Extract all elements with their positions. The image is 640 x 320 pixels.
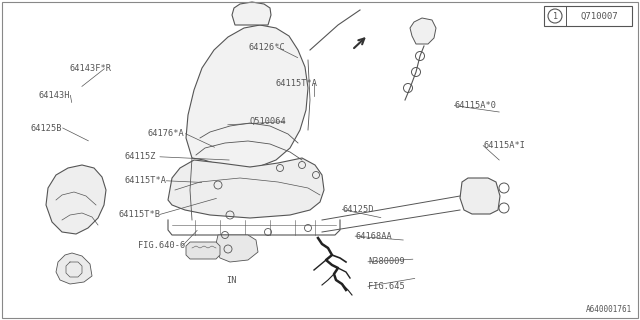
Text: 64168AA: 64168AA	[355, 232, 392, 241]
Text: Q510064: Q510064	[250, 117, 286, 126]
Text: 64115A*0: 64115A*0	[454, 101, 497, 110]
Text: 64143H: 64143H	[38, 91, 70, 100]
Text: 64176*A: 64176*A	[147, 129, 184, 138]
Polygon shape	[46, 165, 106, 234]
Polygon shape	[56, 253, 92, 284]
Text: A640001761: A640001761	[586, 305, 632, 314]
Polygon shape	[215, 235, 258, 262]
Polygon shape	[460, 178, 500, 214]
Text: 64126*C: 64126*C	[248, 43, 285, 52]
Text: IN: IN	[226, 276, 236, 285]
Polygon shape	[168, 158, 324, 218]
Text: FIG.645: FIG.645	[368, 282, 404, 291]
Text: 1: 1	[552, 12, 557, 20]
Polygon shape	[410, 18, 436, 44]
Text: 64115Z: 64115Z	[125, 152, 156, 161]
Text: 64125D: 64125D	[342, 205, 374, 214]
Bar	[544, 6, 632, 26]
Text: 64115T*B: 64115T*B	[118, 210, 161, 219]
Polygon shape	[232, 2, 271, 25]
Text: 64125B: 64125B	[31, 124, 62, 132]
Text: 64143F*R: 64143F*R	[69, 64, 111, 73]
Polygon shape	[186, 25, 308, 168]
Text: 64115A*I: 64115A*I	[483, 141, 525, 150]
Text: FIG.640-6: FIG.640-6	[138, 241, 185, 250]
Polygon shape	[186, 242, 220, 259]
Text: N380009: N380009	[368, 257, 404, 266]
Text: Q710007: Q710007	[580, 12, 618, 20]
Text: 64115T*A: 64115T*A	[125, 176, 167, 185]
Text: 64115T*A: 64115T*A	[275, 79, 317, 88]
